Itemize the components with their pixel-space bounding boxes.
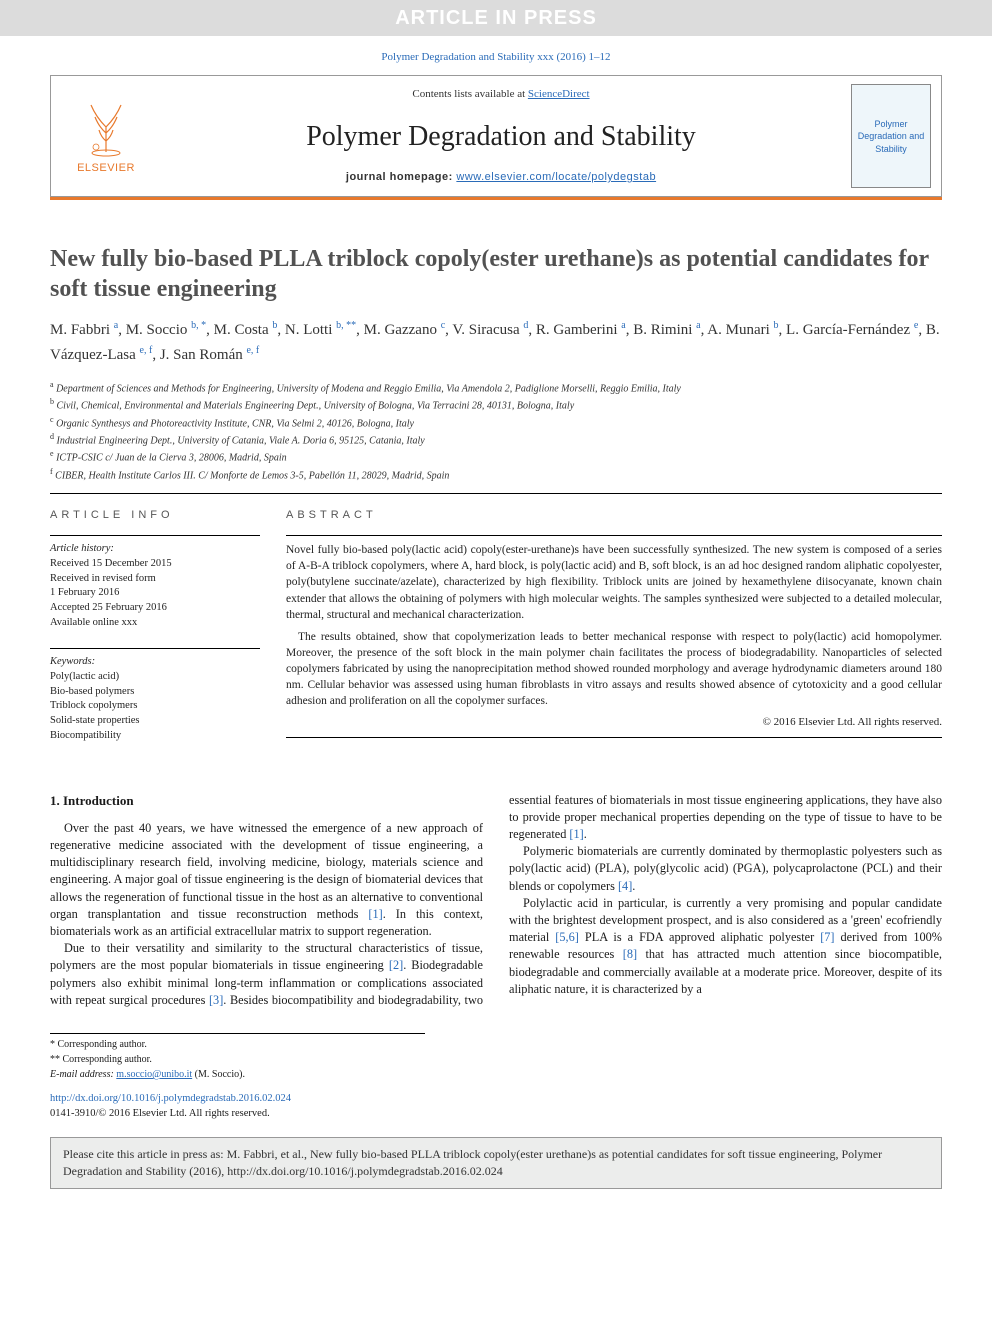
keywords-label: Keywords:: [50, 655, 260, 670]
doi-link[interactable]: http://dx.doi.org/10.1016/j.polymdegrads…: [50, 1093, 291, 1104]
history-line: 1 February 2016: [50, 586, 260, 601]
article-info-label: ARTICLE INFO: [50, 508, 260, 523]
elsevier-logo[interactable]: ELSEVIER: [61, 91, 151, 181]
article-title: New fully bio-based PLLA triblock copoly…: [50, 244, 942, 304]
ref-link-56[interactable]: [5,6]: [555, 930, 579, 944]
affiliation-line: c Organic Synthesys and Photoreactivity …: [50, 414, 942, 431]
footnote-line: * Corresponding author.: [50, 1038, 425, 1052]
journal-cover-thumbnail[interactable]: Polymer Degradation and Stability: [851, 84, 931, 188]
journal-reference: Polymer Degradation and Stability xxx (2…: [50, 50, 942, 65]
affiliation-line: e ICTP-CSIC c/ Juan de la Cierva 3, 2800…: [50, 448, 942, 465]
affiliation-line: d Industrial Engineering Dept., Universi…: [50, 431, 942, 448]
intro-p4: Polymeric biomaterials are currently dom…: [509, 843, 942, 895]
affiliation-list: a Department of Sciences and Methods for…: [50, 379, 942, 483]
abstract-label: ABSTRACT: [286, 508, 942, 523]
ref-link-3[interactable]: [3]: [209, 993, 223, 1007]
ref-link-4[interactable]: [4]: [618, 879, 632, 893]
corresponding-email-link[interactable]: m.soccio@unibo.it: [116, 1069, 192, 1080]
affiliation-line: b Civil, Chemical, Environmental and Mat…: [50, 396, 942, 413]
elsevier-logo-cell: ELSEVIER: [51, 76, 161, 196]
article-info-column: ARTICLE INFO Article history: Received 1…: [50, 508, 260, 744]
keywords-block: Keywords: Poly(lactic acid)Bio-based pol…: [50, 648, 260, 743]
issn-copyright-line: 0141-3910/© 2016 Elsevier Ltd. All right…: [50, 1107, 942, 1122]
cover-thumb-cell: Polymer Degradation and Stability: [841, 76, 941, 196]
rule: [50, 493, 942, 494]
journal-header-box: ELSEVIER Contents lists available at Sci…: [50, 75, 942, 197]
section-heading-introduction: 1. Introduction: [50, 792, 483, 810]
info-abstract-row: ARTICLE INFO Article history: Received 1…: [50, 508, 942, 744]
contents-available-line: Contents lists available at ScienceDirec…: [171, 87, 831, 102]
homepage-label: journal homepage:: [346, 171, 456, 183]
email-tail: (M. Soccio).: [192, 1069, 245, 1080]
ref-link-1b[interactable]: [1]: [569, 827, 583, 841]
intro-p1: Over the past 40 years, we have witnesse…: [50, 820, 483, 940]
author-list: M. Fabbri a, M. Soccio b, *, M. Costa b,…: [50, 318, 942, 367]
abstract-p1: Novel fully bio-based poly(lactic acid) …: [286, 542, 942, 622]
ref-link-1[interactable]: [1]: [368, 907, 382, 921]
keyword-line: Bio-based polymers: [50, 685, 260, 700]
history-line: Accepted 25 February 2016: [50, 601, 260, 616]
affiliation-line: a Department of Sciences and Methods for…: [50, 379, 942, 396]
body-two-column: 1. Introduction Over the past 40 years, …: [50, 792, 942, 1009]
contents-prefix: Contents lists available at: [412, 88, 527, 100]
elsevier-tree-icon: [71, 97, 141, 157]
footnote-email-line: E-mail address: m.soccio@unibo.it (M. So…: [50, 1068, 425, 1082]
history-line: Available online xxx: [50, 616, 260, 631]
footnote-line: ** Corresponding author.: [50, 1053, 425, 1067]
history-line: Received in revised form: [50, 572, 260, 587]
ref-link-8[interactable]: [8]: [623, 947, 637, 961]
journal-name: Polymer Degradation and Stability: [171, 117, 831, 156]
history-line: Received 15 December 2015: [50, 557, 260, 572]
orange-rule: [50, 197, 942, 200]
corresponding-author-footnotes: * Corresponding author. ** Corresponding…: [50, 1033, 425, 1082]
homepage-link[interactable]: www.elsevier.com/locate/polydegstab: [456, 171, 656, 183]
article-in-press-banner: ARTICLE IN PRESS: [0, 0, 992, 36]
rule: [286, 737, 942, 738]
header-center: Contents lists available at ScienceDirec…: [161, 76, 841, 196]
please-cite-box: Please cite this article in press as: M.…: [50, 1137, 942, 1189]
abstract-text: Novel fully bio-based poly(lactic acid) …: [286, 535, 942, 730]
keyword-line: Triblock copolymers: [50, 699, 260, 714]
email-label: E-mail address:: [50, 1069, 116, 1080]
doi-block: http://dx.doi.org/10.1016/j.polymdegrads…: [50, 1092, 942, 1121]
sciencedirect-link[interactable]: ScienceDirect: [528, 88, 590, 100]
abstract-copyright: © 2016 Elsevier Ltd. All rights reserved…: [286, 715, 942, 730]
affiliation-line: f CIBER, Health Institute Carlos III. C/…: [50, 466, 942, 483]
keyword-line: Poly(lactic acid): [50, 670, 260, 685]
elsevier-wordmark: ELSEVIER: [77, 161, 135, 176]
cover-thumb-text: Polymer Degradation and Stability: [856, 118, 926, 156]
abstract-p2: The results obtained, show that copolyme…: [286, 629, 942, 709]
abstract-column: ABSTRACT Novel fully bio-based poly(lact…: [286, 508, 942, 744]
history-label: Article history:: [50, 542, 260, 557]
keyword-line: Solid-state properties: [50, 714, 260, 729]
ref-link-7[interactable]: [7]: [820, 930, 834, 944]
intro-p5: Polylactic acid in particular, is curren…: [509, 895, 942, 998]
article-history: Article history: Received 15 December 20…: [50, 535, 260, 630]
keyword-line: Biocompatibility: [50, 729, 260, 744]
homepage-line: journal homepage: www.elsevier.com/locat…: [171, 170, 831, 185]
ref-link-2[interactable]: [2]: [389, 958, 403, 972]
